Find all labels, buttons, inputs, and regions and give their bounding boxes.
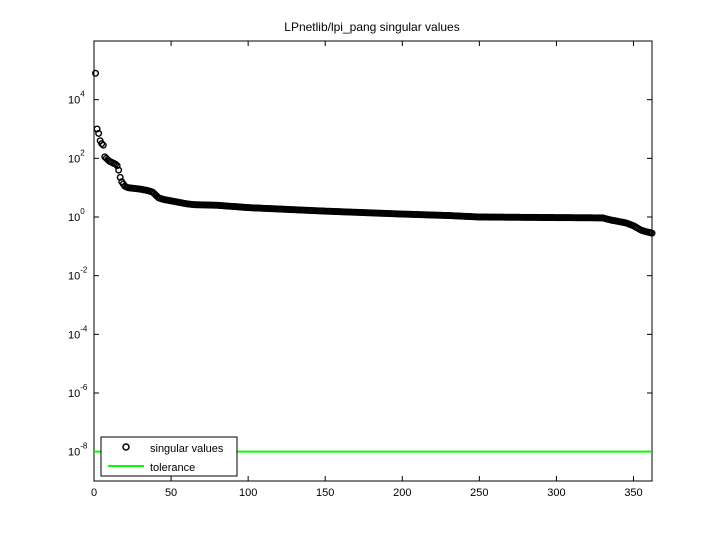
data-point	[98, 140, 106, 148]
legend-label-tolerance: tolerance	[150, 462, 195, 474]
x-tick-label: 0	[91, 487, 97, 499]
y-tick-label: 10-4	[68, 324, 88, 341]
x-tick-label: 50	[165, 487, 177, 499]
data-point	[92, 69, 100, 77]
x-tick-label: 150	[316, 487, 334, 499]
x-tick-label: 200	[393, 487, 411, 499]
data-point	[115, 166, 123, 174]
data-point	[648, 229, 656, 237]
data-point	[99, 141, 107, 149]
y-tick-label: 104	[68, 90, 85, 107]
data-point	[95, 129, 103, 137]
data-point	[112, 160, 120, 168]
legend: singular values tolerance	[100, 436, 238, 477]
x-tick-label: 250	[470, 487, 488, 499]
chart-title: LPnetlib/lpi_pang singular values	[284, 20, 459, 34]
y-tick-label: 10-6	[68, 383, 88, 400]
legend-box	[100, 436, 238, 477]
x-tick-label: 350	[624, 487, 642, 499]
y-tick-label: 100	[68, 207, 85, 224]
x-tick-label: 300	[547, 487, 565, 499]
y-tick-label: 10-8	[68, 442, 88, 459]
singular-values-series	[92, 69, 656, 237]
legend-label-singular-values: singular values	[150, 443, 224, 455]
plot-area	[93, 40, 653, 482]
y-axis: 10-8 10-6 10-4 10-2 100 102 104	[68, 90, 652, 459]
legend-marker-circle	[122, 443, 130, 451]
y-tick-label: 102	[68, 148, 85, 165]
data-point	[113, 162, 121, 170]
y-tick-label: 10-2	[68, 266, 88, 283]
x-axis: 0 50 100 150 200 250 300 350	[91, 41, 643, 499]
x-tick-label: 100	[239, 487, 257, 499]
data-point	[93, 125, 101, 133]
